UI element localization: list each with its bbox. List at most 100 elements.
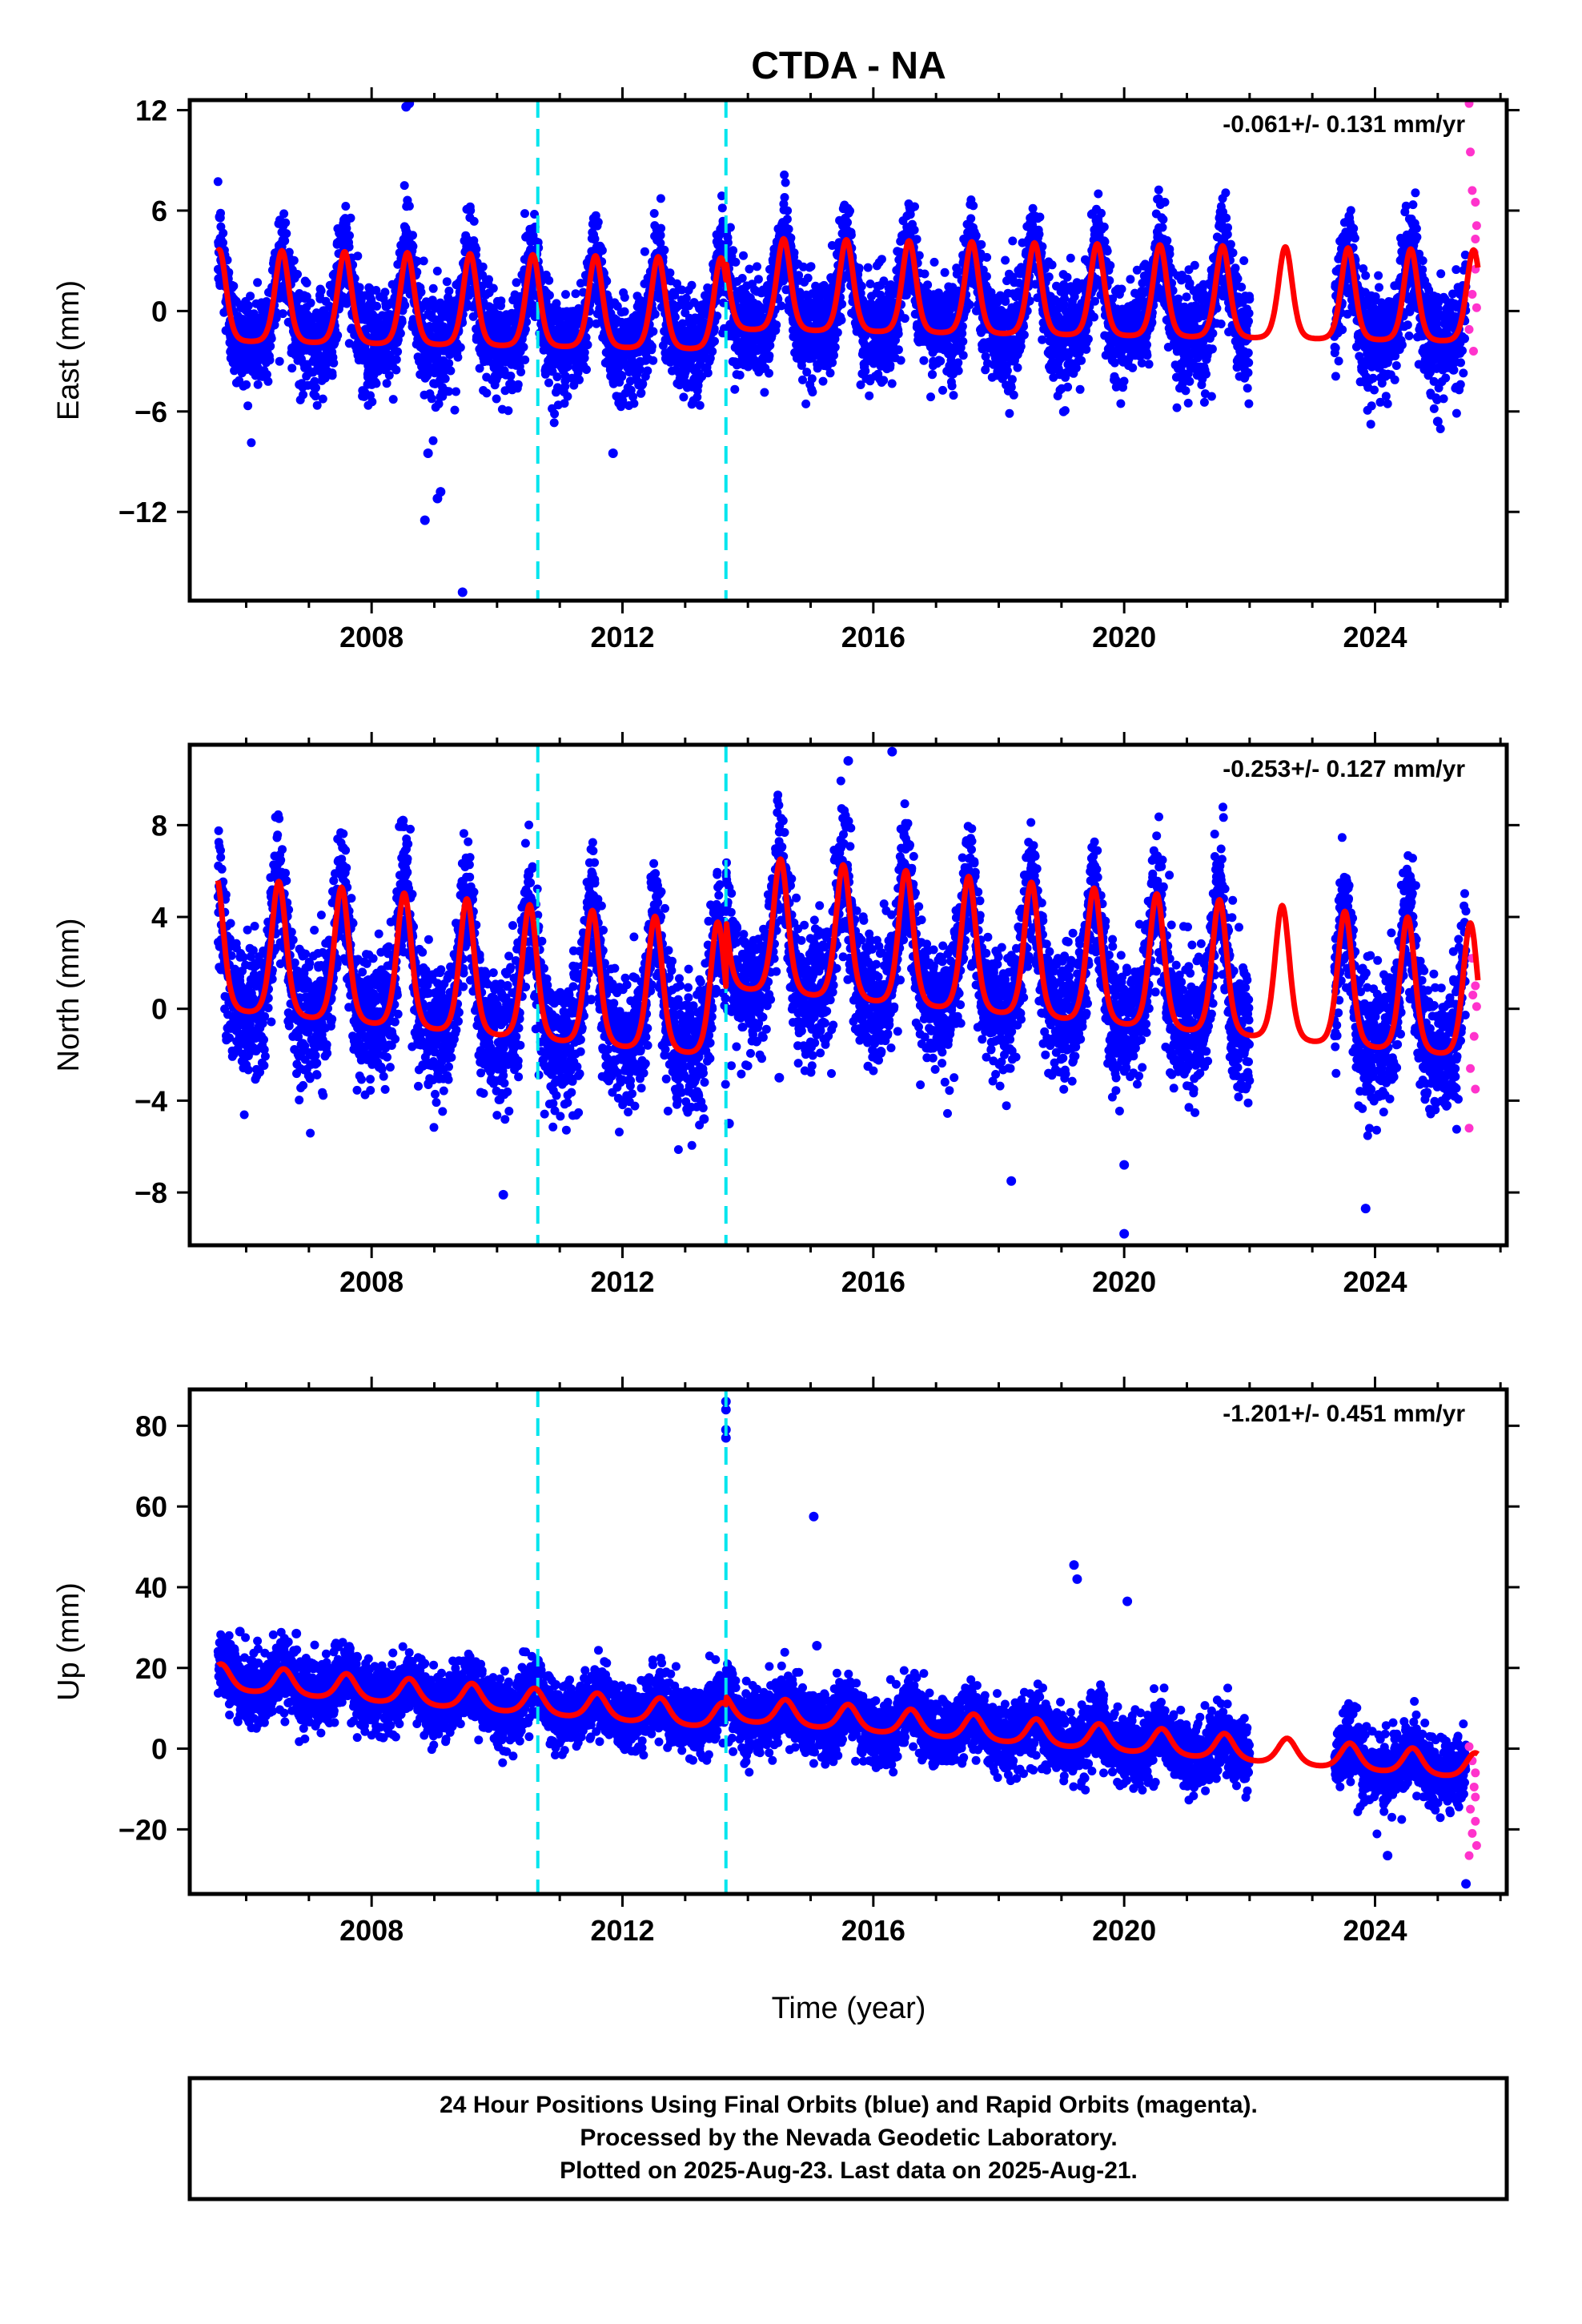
final-point	[372, 301, 382, 311]
final-point	[400, 181, 409, 191]
final-point	[229, 281, 239, 291]
final-point	[940, 267, 950, 277]
final-point	[665, 268, 675, 278]
final-point	[253, 380, 263, 389]
final-point	[287, 364, 297, 373]
final-point	[731, 257, 741, 267]
final-point	[466, 206, 476, 215]
final-point	[453, 352, 463, 362]
final-point	[912, 235, 921, 244]
final-point	[909, 225, 919, 235]
final-point	[977, 239, 986, 249]
final-point	[954, 358, 963, 368]
final-point	[456, 343, 465, 352]
final-point	[982, 271, 991, 281]
final-point	[710, 336, 719, 346]
final-point	[679, 392, 689, 402]
final-point	[246, 292, 255, 301]
final-point	[446, 366, 456, 376]
final-point	[837, 316, 846, 325]
final-point	[928, 370, 938, 379]
final-point	[620, 292, 629, 302]
final-point	[333, 331, 343, 340]
final-point	[582, 365, 591, 374]
final-point	[647, 342, 656, 352]
final-point	[636, 388, 646, 398]
final-point	[329, 358, 339, 368]
final-point	[765, 368, 773, 378]
final-point	[954, 366, 963, 376]
final-point	[590, 234, 600, 243]
final-point	[219, 238, 227, 247]
final-point	[730, 384, 740, 394]
final-point	[643, 366, 652, 376]
final-point	[469, 216, 479, 226]
final-point	[1013, 363, 1022, 372]
final-point	[311, 383, 320, 392]
final-point	[265, 356, 275, 365]
final-point	[656, 194, 665, 203]
final-point	[1008, 236, 1018, 246]
final-point	[783, 206, 793, 215]
final-point	[735, 370, 745, 380]
final-point	[516, 368, 526, 376]
final-point	[506, 372, 516, 380]
final-point	[687, 280, 697, 290]
final-point	[982, 252, 992, 262]
final-point	[396, 328, 405, 338]
final-point	[432, 267, 442, 275]
final-point	[1028, 203, 1038, 213]
final-point	[745, 264, 754, 274]
final-point	[302, 278, 311, 287]
final-point	[1002, 366, 1012, 376]
final-point	[262, 370, 271, 380]
final-point	[843, 218, 852, 227]
final-point	[760, 388, 769, 397]
final-point	[965, 300, 974, 309]
final-point	[1006, 383, 1016, 392]
final-point	[243, 401, 253, 411]
final-point	[267, 334, 276, 344]
final-point	[575, 375, 584, 384]
final-point	[1009, 390, 1018, 400]
final-point	[419, 256, 428, 266]
final-point	[472, 244, 481, 254]
final-point	[550, 409, 560, 419]
final-point	[739, 251, 748, 260]
final-point	[784, 224, 793, 234]
final-point	[789, 248, 799, 258]
final-point	[279, 209, 289, 219]
final-point	[808, 388, 817, 397]
final-point	[593, 217, 603, 227]
final-point	[345, 231, 354, 240]
final-point	[549, 418, 559, 428]
final-point	[520, 209, 529, 219]
final-point	[367, 397, 377, 407]
final-point	[780, 170, 789, 179]
final-point	[391, 355, 401, 364]
final-point	[400, 300, 410, 310]
final-point	[893, 329, 903, 339]
final-point	[450, 405, 460, 415]
final-point	[544, 378, 553, 388]
final-point	[887, 379, 897, 388]
final-point	[544, 291, 554, 300]
final-point	[597, 246, 607, 255]
final-point	[563, 392, 572, 401]
final-point	[388, 395, 398, 404]
final-point	[1035, 212, 1045, 222]
final-point	[938, 385, 947, 395]
final-point	[782, 215, 792, 224]
final-point	[708, 347, 717, 356]
final-point	[571, 289, 580, 299]
final-point	[1062, 272, 1072, 282]
final-point	[803, 273, 813, 283]
final-point	[737, 274, 747, 283]
final-point	[863, 263, 873, 272]
final-point	[341, 202, 351, 211]
final-point	[346, 213, 355, 223]
final-point	[512, 278, 521, 287]
final-orbit-points	[213, 100, 1471, 597]
final-point	[281, 218, 291, 227]
final-point	[293, 270, 302, 279]
